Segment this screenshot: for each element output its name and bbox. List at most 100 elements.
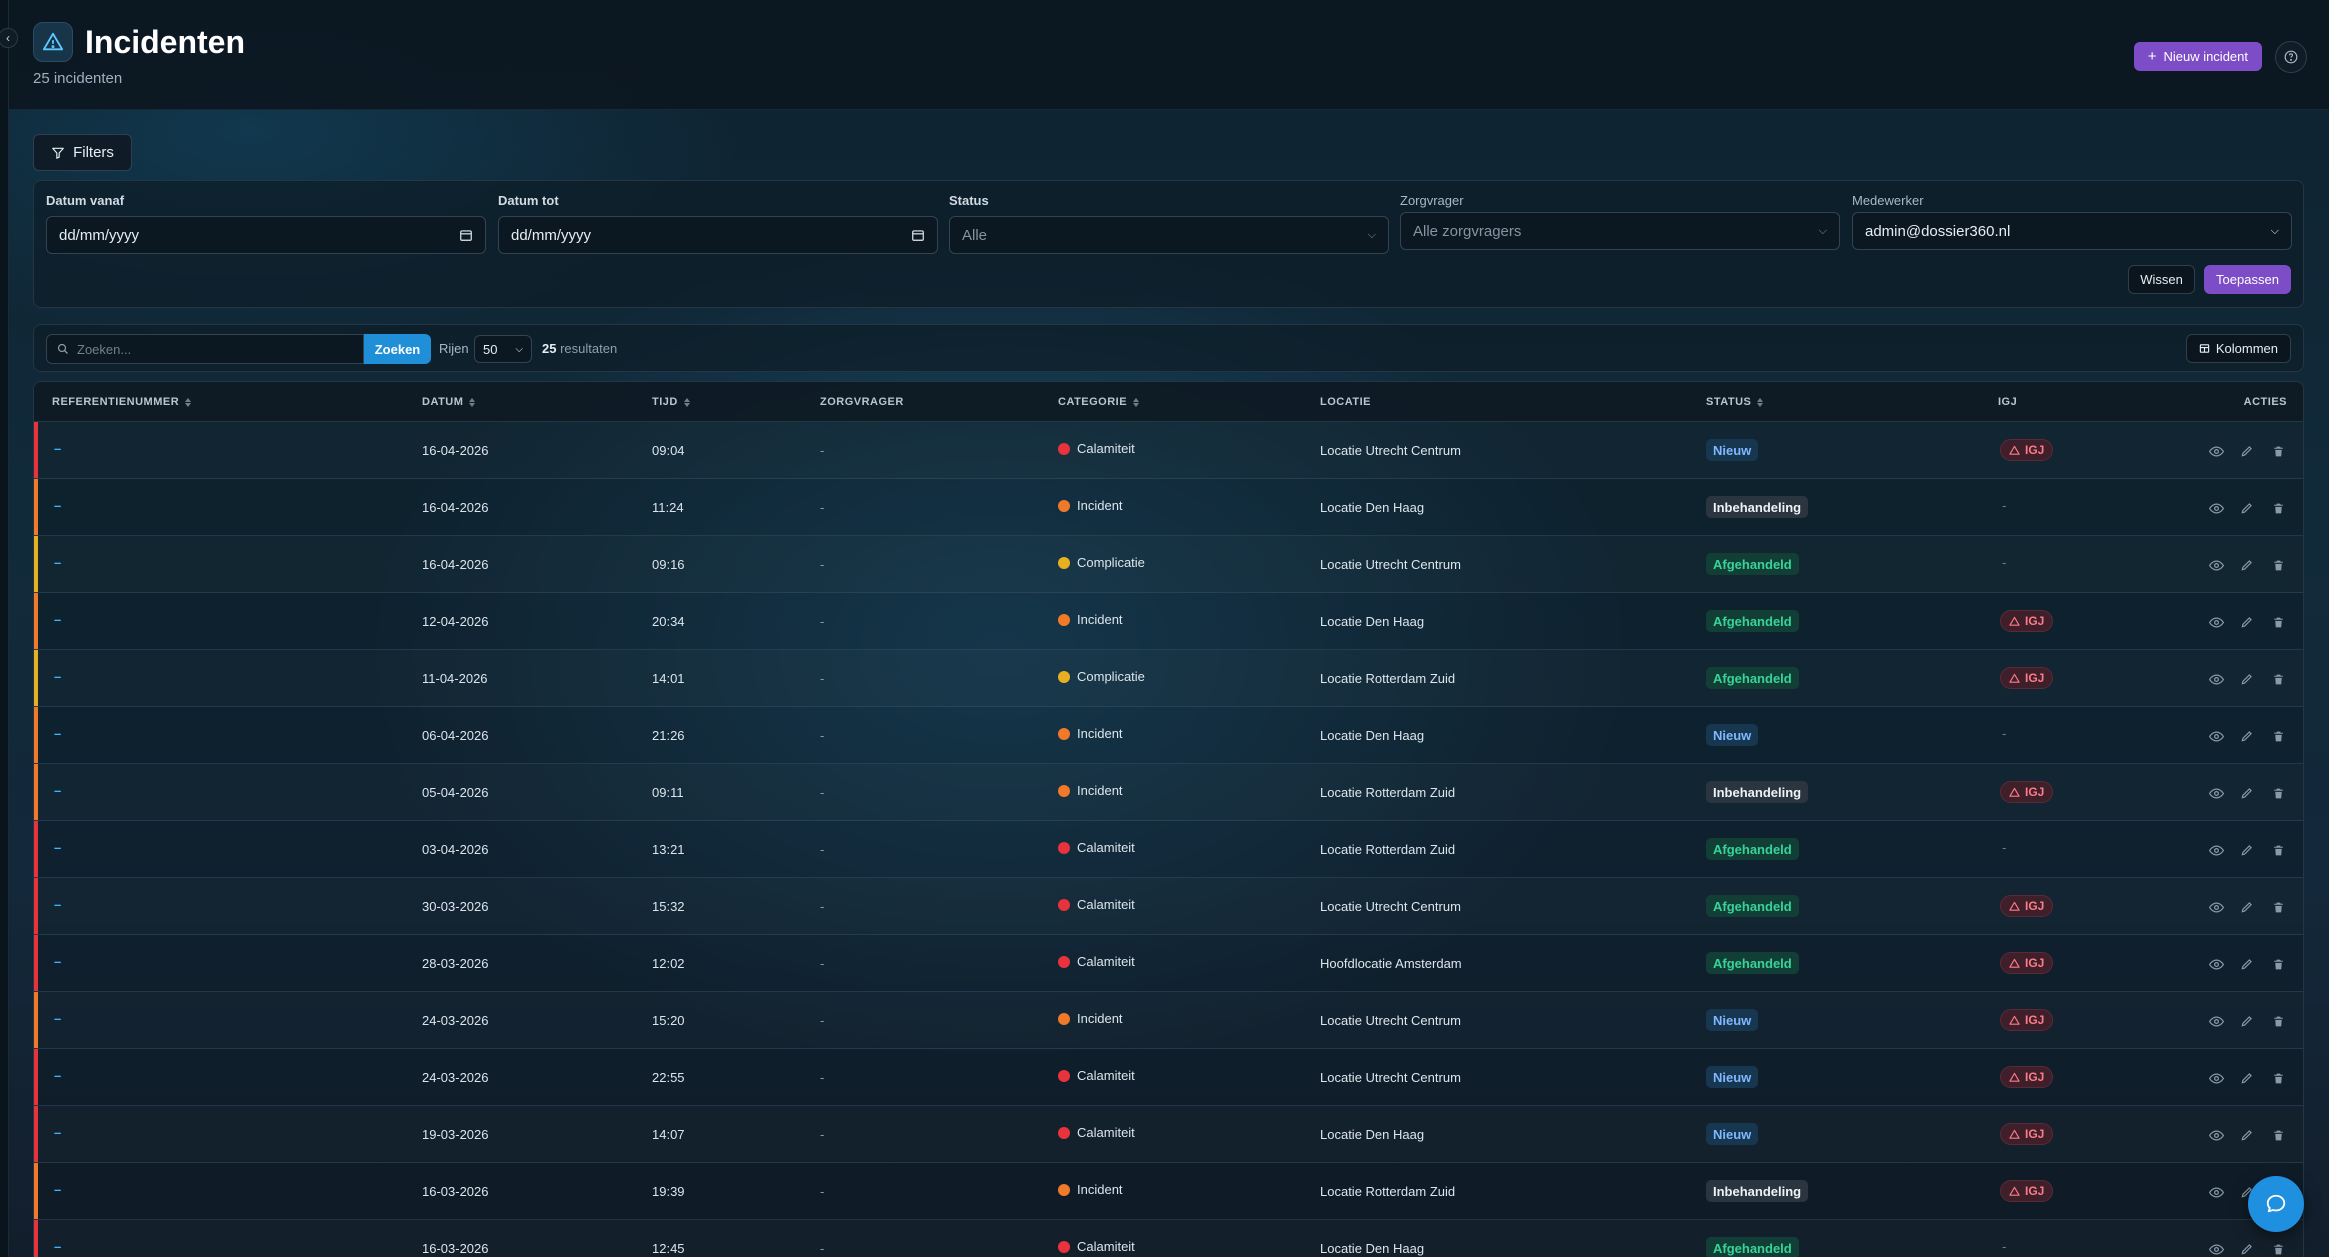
table-row[interactable]: – 19-03-2026 14:07 - Calamiteit Locatie Den H… xyxy=(34,1106,2303,1163)
date-to-input[interactable]: dd/mm/yyyy xyxy=(498,216,938,254)
delete-icon[interactable] xyxy=(2269,442,2287,460)
ref-cell[interactable]: – xyxy=(54,897,62,912)
ref-cell[interactable]: – xyxy=(54,441,62,456)
delete-icon[interactable] xyxy=(2269,613,2287,631)
delete-icon[interactable] xyxy=(2269,499,2287,517)
ref-cell[interactable]: – xyxy=(54,498,62,513)
edit-icon[interactable] xyxy=(2238,1240,2256,1257)
view-icon[interactable] xyxy=(2207,442,2225,460)
category-label: Calamiteit xyxy=(1077,840,1135,855)
view-icon[interactable] xyxy=(2207,1126,2225,1144)
category-label: Calamiteit xyxy=(1077,897,1135,912)
delete-icon[interactable] xyxy=(2269,784,2287,802)
view-icon[interactable] xyxy=(2207,841,2225,859)
ref-cell[interactable]: – xyxy=(54,669,62,684)
table-row[interactable]: – 05-04-2026 09:11 - Incident Locatie Rotterd… xyxy=(34,764,2303,821)
table-row[interactable]: – 16-03-2026 19:39 - Incident Locatie Rotterd… xyxy=(34,1163,2303,1220)
search-input[interactable] xyxy=(77,341,337,357)
view-icon[interactable] xyxy=(2207,784,2225,802)
ref-cell[interactable]: – xyxy=(54,1239,62,1254)
view-icon[interactable] xyxy=(2207,556,2225,574)
help-button[interactable] xyxy=(2275,41,2307,73)
edit-icon[interactable] xyxy=(2238,442,2256,460)
rows-per-page-select[interactable]: 50 ⌵ xyxy=(474,335,532,363)
ref-cell[interactable]: – xyxy=(54,1182,62,1197)
client-cell: - xyxy=(820,443,825,458)
ref-cell[interactable]: – xyxy=(54,783,62,798)
ref-cell[interactable]: – xyxy=(54,1068,62,1083)
view-icon[interactable] xyxy=(2207,1183,2225,1201)
view-icon[interactable] xyxy=(2207,613,2225,631)
column-header-category[interactable]: CATEGORIE xyxy=(1058,396,1139,408)
view-icon[interactable] xyxy=(2207,670,2225,688)
ref-cell[interactable]: – xyxy=(54,726,62,741)
chat-button[interactable] xyxy=(2248,1176,2304,1232)
table-row[interactable]: – 30-03-2026 15:32 - Calamiteit Locatie Utrec… xyxy=(34,878,2303,935)
ref-cell[interactable]: – xyxy=(54,1011,62,1026)
sidebar-collapse-button[interactable]: ‹ xyxy=(0,28,18,48)
ref-cell[interactable]: – xyxy=(54,840,62,855)
column-header-ref[interactable]: REFERENTIENUMMER xyxy=(52,396,191,408)
edit-icon[interactable] xyxy=(2238,898,2256,916)
ref-cell[interactable]: – xyxy=(54,612,62,627)
delete-icon[interactable] xyxy=(2269,556,2287,574)
delete-icon[interactable] xyxy=(2269,1240,2287,1257)
view-icon[interactable] xyxy=(2207,1069,2225,1087)
edit-icon[interactable] xyxy=(2238,499,2256,517)
edit-icon[interactable] xyxy=(2238,670,2256,688)
edit-icon[interactable] xyxy=(2238,1069,2256,1087)
view-icon[interactable] xyxy=(2207,727,2225,745)
delete-icon[interactable] xyxy=(2269,1012,2287,1030)
delete-icon[interactable] xyxy=(2269,1069,2287,1087)
table-row[interactable]: – 16-04-2026 09:16 - Complicatie Locatie Utre… xyxy=(34,536,2303,593)
view-icon[interactable] xyxy=(2207,898,2225,916)
table-row[interactable]: – 06-04-2026 21:26 - Incident Locatie Den Haa… xyxy=(34,707,2303,764)
table-row[interactable]: – 16-03-2026 12:45 - Calamiteit Locatie Den H… xyxy=(34,1220,2303,1257)
ref-cell[interactable]: – xyxy=(54,1125,62,1140)
view-icon[interactable] xyxy=(2207,499,2225,517)
date-from-input[interactable]: dd/mm/yyyy xyxy=(46,216,486,254)
delete-icon[interactable] xyxy=(2269,898,2287,916)
status-select[interactable]: Alle ⌵ xyxy=(949,216,1389,254)
ref-cell[interactable]: – xyxy=(54,555,62,570)
edit-icon[interactable] xyxy=(2238,1126,2256,1144)
filters-toggle-button[interactable]: Filters xyxy=(33,134,132,171)
clear-filters-button[interactable]: Wissen xyxy=(2128,265,2195,294)
table-row[interactable]: – 12-04-2026 20:34 - Incident Locatie Den Haa… xyxy=(34,593,2303,650)
new-incident-button[interactable]: + Nieuw incident xyxy=(2133,42,2262,71)
edit-icon[interactable] xyxy=(2238,784,2256,802)
delete-icon[interactable] xyxy=(2269,670,2287,688)
delete-icon[interactable] xyxy=(2269,727,2287,745)
edit-icon[interactable] xyxy=(2238,1012,2256,1030)
delete-icon[interactable] xyxy=(2269,841,2287,859)
delete-icon[interactable] xyxy=(2269,955,2287,973)
table-row[interactable]: – 24-03-2026 15:20 - Incident Locatie Utrecht… xyxy=(34,992,2303,1049)
employee-select[interactable]: admin@dossier360.nl ⌵ xyxy=(1852,212,2292,250)
delete-icon[interactable] xyxy=(2269,1126,2287,1144)
view-icon[interactable] xyxy=(2207,1240,2225,1257)
client-select[interactable]: Alle zorgvragers ⌵ xyxy=(1400,212,1840,250)
column-date-label: DATUM xyxy=(422,396,464,408)
table-row[interactable]: – 11-04-2026 14:01 - Complicatie Locatie Rott… xyxy=(34,650,2303,707)
view-icon[interactable] xyxy=(2207,955,2225,973)
apply-filters-button[interactable]: Toepassen xyxy=(2204,265,2291,294)
edit-icon[interactable] xyxy=(2238,613,2256,631)
edit-icon[interactable] xyxy=(2238,556,2256,574)
edit-icon[interactable] xyxy=(2238,955,2256,973)
view-icon[interactable] xyxy=(2207,1012,2225,1030)
table-row[interactable]: – 16-04-2026 09:04 - Calamiteit Locatie Utrec… xyxy=(34,422,2303,479)
columns-button[interactable]: Kolommen xyxy=(2185,334,2291,363)
column-header-date[interactable]: DATUM xyxy=(422,396,475,408)
category-cell: Incident xyxy=(1058,783,1123,798)
search-button[interactable]: Zoeken xyxy=(364,334,431,364)
table-row[interactable]: – 03-04-2026 13:21 - Calamiteit Locatie Rotte… xyxy=(34,821,2303,878)
ref-cell[interactable]: – xyxy=(54,954,62,969)
table-row[interactable]: – 28-03-2026 12:02 - Calamiteit Hoofdlocatie … xyxy=(34,935,2303,992)
edit-icon[interactable] xyxy=(2238,727,2256,745)
column-header-time[interactable]: TIJD xyxy=(652,396,690,408)
edit-icon[interactable] xyxy=(2238,1183,2256,1201)
edit-icon[interactable] xyxy=(2238,841,2256,859)
table-row[interactable]: – 24-03-2026 22:55 - Calamiteit Locatie Utrec… xyxy=(34,1049,2303,1106)
table-row[interactable]: – 16-04-2026 11:24 - Incident Locatie Den Haa… xyxy=(34,479,2303,536)
column-header-status[interactable]: STATUS xyxy=(1706,396,1763,408)
